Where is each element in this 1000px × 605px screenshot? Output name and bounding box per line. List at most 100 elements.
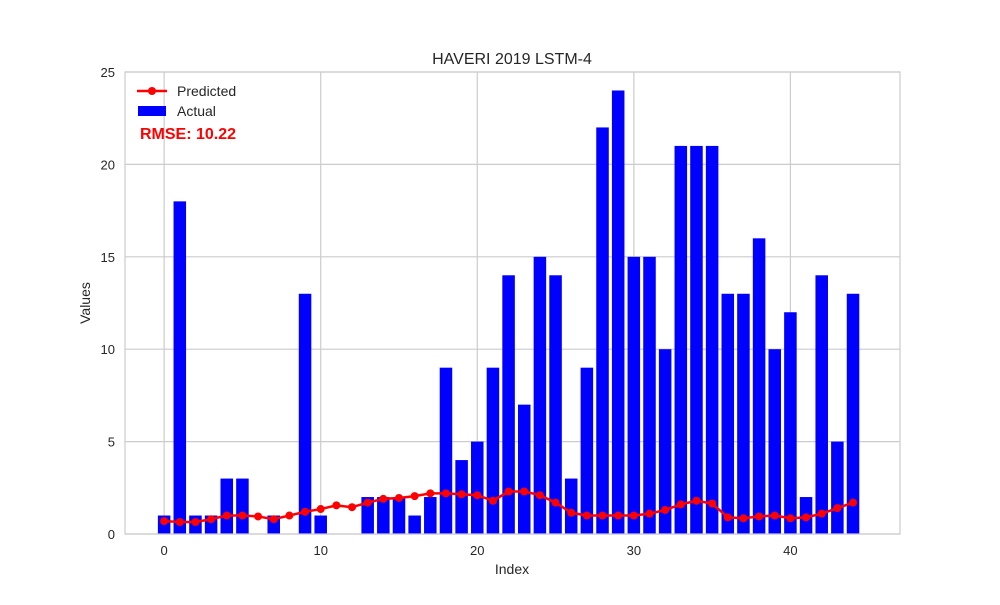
actual-bar — [784, 312, 797, 534]
actual-bar — [611, 90, 625, 534]
predicted-point — [238, 511, 247, 520]
actual-bar — [236, 478, 249, 534]
predicted-point — [708, 499, 717, 508]
predicted-point — [551, 498, 560, 507]
predicted-point — [394, 493, 403, 502]
predicted-point — [175, 517, 184, 526]
actual-bar — [486, 367, 500, 534]
actual-bar — [815, 275, 828, 534]
predicted-point — [849, 498, 858, 507]
x-tick-label: 20 — [470, 543, 484, 558]
actual-bar — [471, 441, 484, 534]
legend-predicted-label: Predicted — [177, 83, 236, 99]
predicted-point — [520, 487, 529, 496]
predicted-point — [379, 494, 388, 503]
y-tick-label: 20 — [101, 157, 115, 172]
predicted-point — [191, 517, 200, 526]
actual-bar — [408, 515, 421, 534]
actual-bar — [752, 238, 766, 534]
actual-bar — [580, 367, 594, 534]
actual-bar — [517, 404, 531, 534]
legend-predicted-marker — [148, 87, 156, 95]
y-axis-label: Values — [77, 282, 93, 324]
predicted-point — [473, 491, 482, 500]
actual-bar — [737, 293, 750, 534]
predicted-point — [207, 515, 216, 524]
actual-bar — [439, 367, 453, 534]
predicted-point — [676, 500, 685, 509]
actual-bar — [831, 441, 844, 534]
actual-bar — [533, 256, 547, 534]
actual-bar — [690, 145, 703, 535]
predicted-point — [332, 501, 341, 510]
actual-bar — [596, 127, 609, 534]
y-tick-label: 10 — [101, 342, 115, 357]
predicted-point — [739, 514, 748, 523]
y-tick-label: 25 — [101, 65, 115, 80]
actual-bar — [705, 145, 719, 535]
predicted-point — [692, 496, 701, 505]
actual-bar — [314, 515, 327, 534]
x-tick-label: 10 — [313, 543, 327, 558]
legend: Predicted Actual — [137, 83, 236, 119]
predicted-point — [582, 511, 591, 520]
actual-bar — [658, 349, 672, 534]
actual-bar — [549, 275, 562, 534]
x-tick-label: 40 — [783, 543, 797, 558]
predicted-point — [426, 489, 435, 498]
predicted-point — [363, 498, 372, 507]
x-tick-label: 30 — [627, 543, 641, 558]
y-tick-label: 5 — [108, 435, 115, 450]
actual-bar — [424, 497, 437, 534]
predicted-point — [488, 496, 497, 505]
predicted-point — [316, 505, 325, 514]
predicted-point — [598, 511, 607, 520]
actual-bar — [721, 293, 735, 534]
actual-bar — [377, 497, 390, 534]
actual-bar — [564, 478, 578, 534]
predicted-point — [301, 507, 310, 516]
predicted-point — [222, 511, 231, 520]
predicted-point — [504, 487, 513, 496]
actual-bar — [361, 497, 374, 534]
predicted-point — [770, 511, 779, 520]
predicted-point — [254, 512, 263, 521]
predicted-point — [160, 517, 169, 526]
actual-bar — [643, 256, 656, 534]
actual-bar — [392, 497, 406, 534]
legend-actual-swatch — [138, 106, 166, 116]
predicted-point — [441, 489, 450, 498]
predicted-point — [614, 511, 623, 520]
chart-title: HAVERI 2019 LSTM-4 — [432, 51, 592, 68]
predicted-point — [817, 509, 826, 518]
predicted-point — [723, 513, 732, 522]
predicted-point — [629, 511, 638, 520]
actual-bar — [674, 145, 688, 535]
predicted-point — [410, 492, 419, 501]
plot-frame — [124, 71, 901, 535]
actual-bar — [627, 256, 641, 534]
y-tick-label: 15 — [101, 250, 115, 265]
predicted-point — [833, 504, 842, 513]
x-tick-label: 0 — [161, 543, 168, 558]
actual-bar — [502, 275, 515, 534]
predicted-point — [567, 508, 576, 517]
actual-bar — [220, 478, 234, 534]
predicted-point — [269, 515, 278, 524]
legend-actual-label: Actual — [177, 103, 216, 119]
predicted-point — [285, 511, 294, 520]
actual-bar — [173, 201, 187, 535]
predicted-point — [348, 503, 357, 512]
predicted-point — [786, 514, 795, 523]
ticks-layer: 0 10 20 30 40 0 5 10 15 20 25 — [101, 65, 798, 558]
predicted-point — [661, 505, 670, 514]
actual-bar — [768, 349, 782, 534]
predicted-point — [802, 513, 811, 522]
predicted-point — [535, 491, 544, 500]
predicted-point — [755, 512, 764, 521]
predicted-point — [645, 509, 654, 518]
predicted-point — [457, 490, 466, 499]
y-tick-label: 0 — [108, 527, 115, 542]
